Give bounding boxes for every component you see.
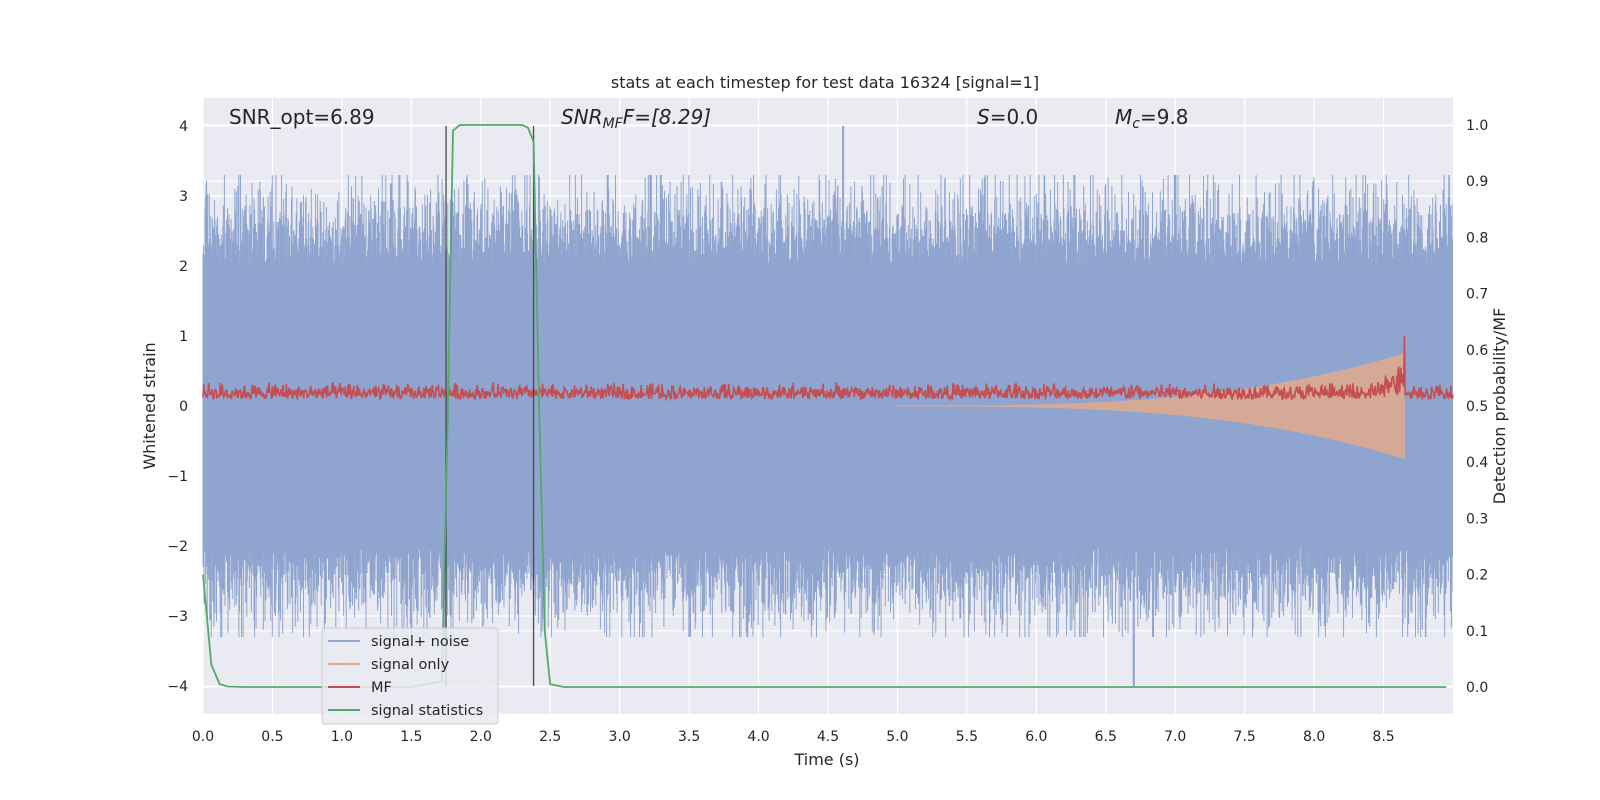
snr-mf-sub: MF (603, 116, 624, 132)
x-tick-label: 7.5 (1234, 729, 1256, 745)
y-left-tick-label: 0 (179, 399, 188, 415)
y-right-tick-label: 0.1 (1466, 624, 1488, 640)
snr-mf-tail: F=[8.29] (623, 105, 711, 129)
x-tick-label: 8.0 (1303, 729, 1325, 745)
s-rest: =0.0 (990, 105, 1039, 129)
x-tick-label: 3.5 (678, 729, 700, 745)
y-left-tick-label: −4 (167, 679, 188, 695)
x-tick-label: 0.5 (261, 729, 283, 745)
y-right-axis-label: Detection probability/MF (1490, 308, 1509, 505)
x-tick-label: 2.5 (539, 729, 561, 745)
x-tick-label: 4.5 (817, 729, 839, 745)
mf-line (202, 335, 1454, 402)
x-tick-label: 8.5 (1372, 729, 1394, 745)
snr-opt-annotation: SNR_opt=6.89 (229, 105, 375, 129)
y-right-tick-labels: 0.0 0.1 0.2 0.3 0.4 0.5 0.6 0.7 0.8 0.9 1.0 (1466, 118, 1488, 696)
s-annotation: S=0.0 (977, 105, 1038, 129)
y-left-axis-label: Whitened strain (140, 342, 159, 469)
x-tick-label: 7.0 (1164, 729, 1186, 745)
vertical-markers (445, 126, 535, 686)
x-tick-label: 0.0 (192, 729, 214, 745)
signal-statistics-series (202, 124, 1447, 688)
y-right-tick-label: 1.0 (1466, 118, 1488, 134)
x-tick-label: 1.0 (331, 729, 353, 745)
y-right-tick-label: 0.0 (1466, 680, 1488, 696)
x-tick-label: 4.0 (747, 729, 769, 745)
y-left-tick-label: −1 (167, 469, 188, 485)
signal-only-series (897, 352, 1405, 460)
legend-box (321, 627, 499, 725)
y-left-tick-label: 4 (179, 119, 188, 135)
x-tick-label: 5.5 (956, 729, 978, 745)
y-left-tick-label: 3 (179, 189, 188, 205)
y-right-tick-label: 0.3 (1466, 511, 1488, 527)
x-tick-label: 6.5 (1095, 729, 1117, 745)
legend-label-mf: MF (371, 680, 392, 696)
y-left-tick-label: −3 (167, 609, 188, 625)
legend-label-signal-noise: signal+ noise (371, 634, 469, 650)
x-tick-label: 2.0 (470, 729, 492, 745)
x-tick-label: 5.0 (886, 729, 908, 745)
x-axis-label: Time (s) (793, 750, 859, 769)
signal-only-line (897, 352, 1405, 460)
y-left-tick-label: 2 (179, 259, 188, 275)
snr-mf-main: SNR (561, 105, 603, 129)
legend-label-signal-statistics: signal statistics (371, 703, 483, 719)
mf-series (202, 335, 1454, 402)
chart-title: stats at each timestep for test data 163… (611, 73, 1039, 92)
legend-label-signal-only: signal only (371, 657, 450, 673)
y-right-tick-label: 0.7 (1466, 287, 1488, 303)
x-tick-labels: 0.0 0.5 1.0 1.5 2.0 2.5 3.0 3.5 4.0 4.5 5.0 5.5 6.0 6… (192, 729, 1395, 745)
y-right-tick-label: 0.5 (1466, 399, 1488, 415)
mc-annotation: Mc=9.8 (1115, 105, 1189, 132)
legend: signal+ noise signal only MF signal stat… (321, 627, 499, 725)
mc-main: M (1115, 105, 1132, 129)
x-tick-label: 1.5 (400, 729, 422, 745)
x-tick-label: 6.0 (1025, 729, 1047, 745)
y-left-tick-label: 1 (179, 329, 188, 345)
mc-rest: =9.8 (1140, 105, 1189, 129)
mc-sub: c (1132, 116, 1140, 132)
y-left-tick-label: −2 (167, 539, 188, 555)
s-italic: S (977, 105, 990, 129)
snr-mf-annotation: SNRMFF=[8.29] (561, 105, 711, 132)
y-right-tick-label: 0.8 (1466, 230, 1488, 246)
y-right-tick-label: 0.6 (1466, 343, 1488, 359)
y-left-tick-labels: −4 −3 −2 −1 0 1 2 3 4 (167, 119, 188, 695)
y-right-tick-label: 0.2 (1466, 568, 1488, 584)
y-right-tick-label: 0.4 (1466, 455, 1488, 471)
x-tick-label: 3.0 (609, 729, 631, 745)
signal-statistics-line (202, 124, 1447, 688)
y-right-tick-label: 0.9 (1466, 174, 1488, 190)
